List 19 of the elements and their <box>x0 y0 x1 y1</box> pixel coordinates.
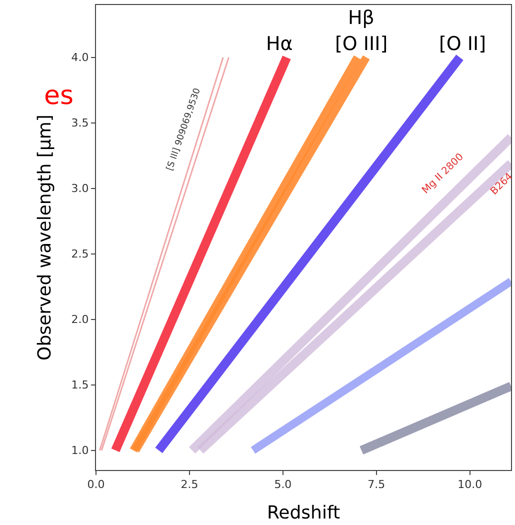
x-tick-label: 10.0 <box>458 478 482 492</box>
y-tick-label: 3.5 <box>71 116 89 130</box>
y-tick-label: 2.5 <box>71 248 89 261</box>
text: es <box>44 81 74 111</box>
y-tick-label: 2.0 <box>71 313 89 326</box>
x-tick-label: 5.0 <box>274 478 292 492</box>
annotation: Hβ <box>348 7 374 29</box>
y-tick-label: 4.0 <box>71 51 89 64</box>
x-axis-title: Redshift <box>266 502 340 524</box>
y-tick-label: 3.0 <box>71 182 89 196</box>
annotation: [O II] <box>439 33 486 55</box>
annotation: Hα <box>266 33 293 55</box>
x-tick-label: 2.5 <box>180 478 198 492</box>
x-tick-label: 7.5 <box>368 478 386 492</box>
x-tick-label: 0.0 <box>87 478 105 492</box>
y-tick-label: 1.5 <box>71 378 89 392</box>
y-tick-label: 1.0 <box>71 444 89 458</box>
y-axis-title: Observed wavelength [µm] <box>34 114 56 360</box>
annotation: [O III] <box>335 33 388 55</box>
